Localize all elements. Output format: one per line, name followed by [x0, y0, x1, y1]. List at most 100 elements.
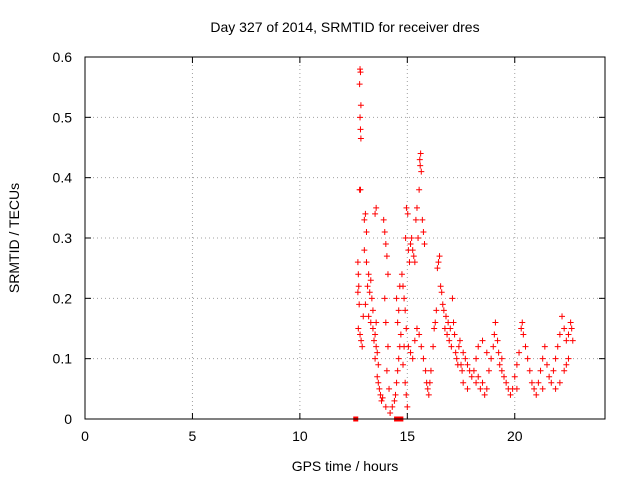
data-point: [490, 343, 497, 350]
data-point: [356, 301, 363, 308]
data-point: [373, 319, 380, 326]
data-point: [543, 361, 550, 368]
data-point: [436, 253, 443, 260]
data-point: [462, 355, 469, 362]
data-point: [384, 271, 391, 278]
data-point: [411, 259, 418, 266]
data-point: [376, 385, 383, 392]
data-point: [491, 331, 498, 338]
data-point: [449, 295, 456, 302]
data-point: [391, 397, 398, 404]
data-point: [424, 385, 431, 392]
data-point: [408, 235, 415, 241]
data-point: [452, 349, 459, 356]
data-point: [367, 277, 374, 284]
y-tick-label: 0.1: [53, 351, 73, 367]
data-point: [363, 259, 370, 266]
data-point: [556, 331, 563, 338]
data-point: [395, 355, 402, 362]
data-point: [470, 367, 477, 374]
data-point: [404, 210, 411, 217]
data-point: [432, 319, 439, 326]
data-point: [434, 265, 441, 272]
data-point: [460, 379, 467, 386]
data-point: [458, 361, 465, 368]
data-point: [488, 355, 495, 362]
data-point: [371, 337, 378, 344]
data-point: [386, 385, 393, 392]
data-point: [389, 403, 396, 410]
data-point: [407, 349, 414, 356]
data-point: [381, 295, 388, 302]
data-point: [511, 373, 518, 380]
data-point: [548, 379, 555, 386]
data-point: [354, 289, 361, 296]
data-point: [354, 259, 361, 266]
data-point: [425, 391, 432, 398]
data-point: [438, 289, 445, 296]
data-point: [397, 331, 404, 338]
data-point: [496, 361, 503, 368]
data-point: [421, 241, 428, 248]
data-point: [373, 343, 380, 350]
data-point: [453, 355, 460, 362]
data-point: [357, 135, 364, 142]
data-point: [447, 325, 454, 332]
data-point: [430, 343, 437, 350]
x-axis-label: GPS time / hours: [292, 458, 399, 474]
data-point: [473, 355, 480, 362]
data-point: [404, 403, 411, 410]
data-point: [407, 241, 414, 248]
data-point: [464, 385, 471, 392]
data-point: [357, 114, 364, 121]
data-point: [565, 355, 572, 362]
chart-title: Day 327 of 2014, SRMTID for receiver dre…: [210, 19, 479, 35]
data-point: [479, 379, 486, 386]
data-point: [426, 379, 433, 386]
data-point: [456, 337, 463, 344]
data-point: [501, 373, 508, 380]
data-point: [554, 343, 561, 350]
data-point: [356, 81, 363, 88]
data-point: [416, 331, 423, 338]
x-tick-label: 5: [189, 428, 197, 444]
data-point: [422, 367, 429, 374]
data-point: [383, 367, 390, 374]
data-point: [405, 343, 412, 350]
data-point: [516, 349, 523, 356]
data-point: [413, 204, 420, 211]
data-point: [409, 247, 416, 254]
data-point: [546, 373, 553, 380]
data-point: [477, 385, 484, 392]
data-point: [479, 337, 486, 344]
data-point: [380, 216, 387, 223]
data-point: [563, 337, 570, 344]
data-point: [460, 349, 467, 356]
data-point: [450, 319, 457, 326]
data-point: [459, 367, 466, 374]
data-point: [559, 313, 566, 320]
data-point: [440, 307, 447, 314]
data-point: [357, 186, 364, 193]
y-tick-label: 0: [64, 411, 72, 427]
data-point: [537, 367, 544, 374]
data-point: [357, 126, 364, 133]
data-point: [365, 313, 372, 320]
y-tick-label: 0.2: [53, 290, 73, 306]
data-point: [374, 349, 381, 356]
data-point: [382, 241, 389, 248]
data-point: [513, 361, 520, 368]
y-axis-label: SRMTID / TECUs: [6, 183, 22, 293]
data-point: [481, 391, 488, 398]
data-point: [492, 319, 499, 326]
data-point: [372, 210, 379, 217]
data-point: [393, 295, 400, 302]
data-point: [368, 295, 375, 302]
data-point: [520, 331, 527, 338]
data-point: [522, 343, 529, 350]
data-point: [556, 379, 563, 386]
plot-frame: [84, 56, 606, 420]
data-point: [483, 385, 490, 392]
data-point: [495, 349, 502, 356]
data-point: [378, 397, 385, 404]
